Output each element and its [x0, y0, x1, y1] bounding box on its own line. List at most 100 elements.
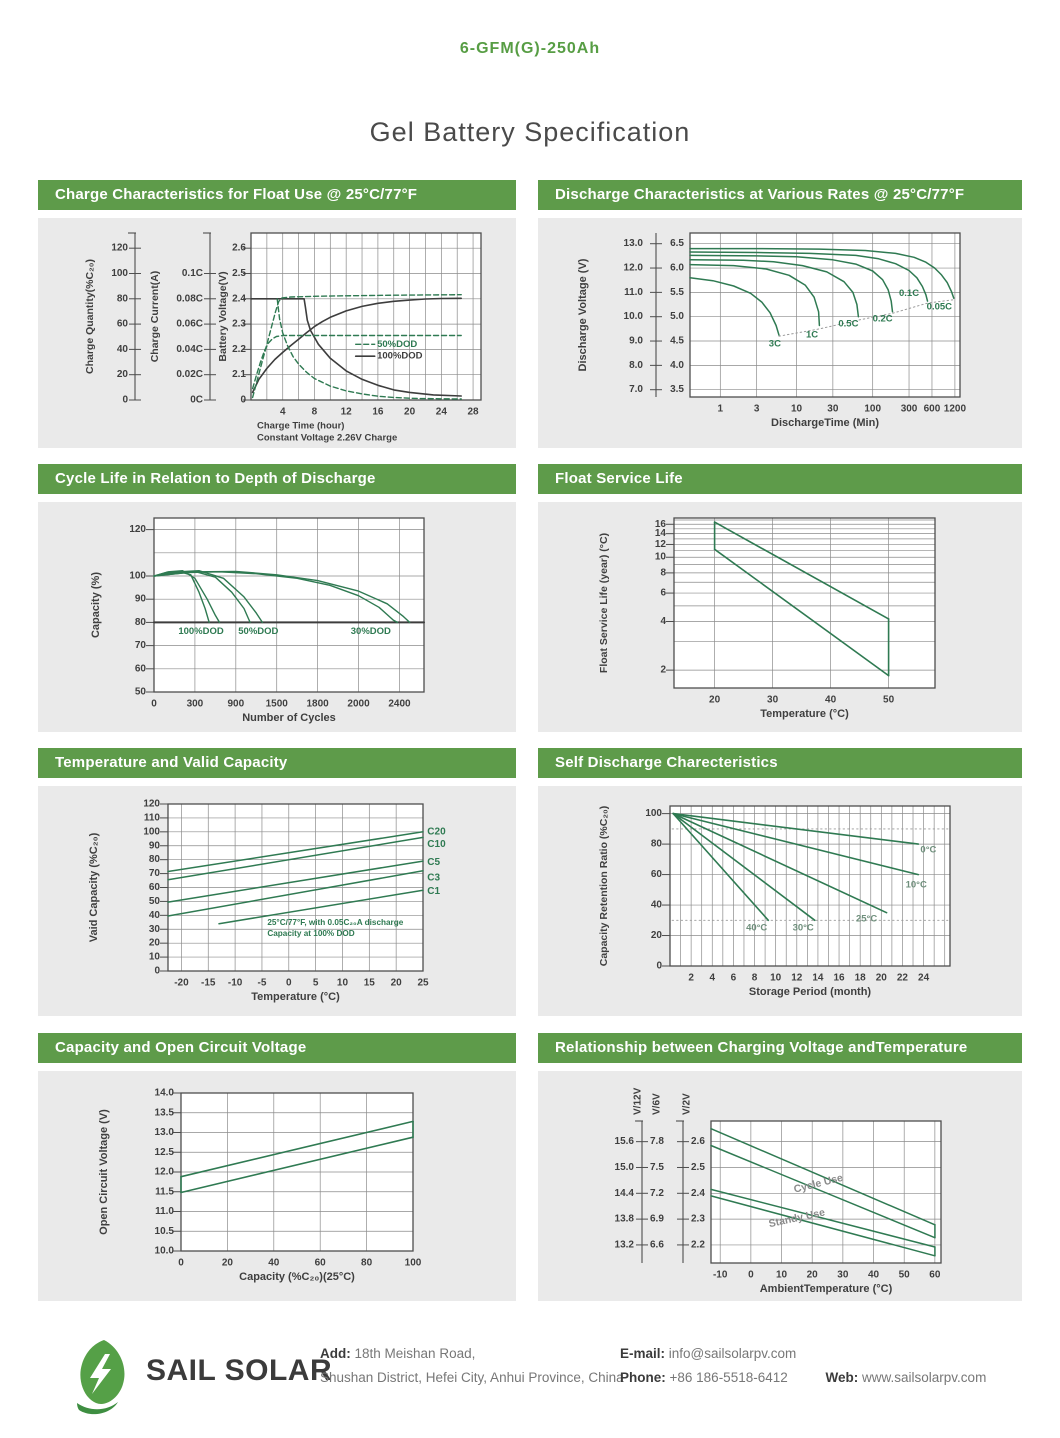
svg-text:V/2V: V/2V — [682, 1093, 693, 1115]
svg-text:6.9: 6.9 — [650, 1214, 664, 1225]
svg-text:11.5: 11.5 — [155, 1186, 174, 1197]
svg-text:0: 0 — [122, 395, 128, 406]
svg-text:12.0: 12.0 — [624, 263, 644, 274]
svg-text:Charge Current(A): Charge Current(A) — [149, 271, 161, 363]
chart-area: 120 110 100 90 80 70 60 50 40 30 20 10 0 Vaid Capacit… — [38, 786, 516, 1016]
svg-text:18: 18 — [855, 973, 867, 984]
svg-text:2000: 2000 — [347, 699, 370, 710]
svg-text:AmbientTemperature (°C): AmbientTemperature (°C) — [760, 1283, 893, 1295]
svg-text:300: 300 — [187, 699, 204, 710]
svg-text:80: 80 — [117, 293, 129, 304]
svg-text:5.5: 5.5 — [670, 287, 684, 298]
phone-value: +86 186-5518-6412 — [669, 1370, 788, 1385]
panel-charge-characteristics: Charge Characteristics for Float Use @ 2… — [38, 180, 516, 448]
svg-text:14.4: 14.4 — [615, 1188, 635, 1199]
svg-text:40: 40 — [825, 695, 837, 706]
chart-area: 16 14 12 10 8 6 4 2 Float Service Life (year) (°… — [538, 502, 1022, 732]
svg-text:12: 12 — [655, 539, 667, 550]
svg-text:80: 80 — [651, 839, 663, 850]
sail-solar-logo-icon — [77, 1340, 125, 1415]
svg-text:50%DOD: 50%DOD — [238, 626, 278, 637]
svg-text:60: 60 — [929, 1270, 941, 1281]
panel-title: Discharge Characteristics at Various Rat… — [538, 180, 1022, 210]
svg-text:120: 120 — [143, 799, 160, 810]
svg-text:10: 10 — [149, 952, 161, 963]
svg-text:16: 16 — [655, 519, 667, 530]
svg-text:40: 40 — [868, 1270, 880, 1281]
svg-text:0: 0 — [286, 978, 292, 989]
panel-temperature-capacity: Temperature and Valid Capacity 120 110 100… — [38, 748, 516, 1016]
svg-text:30°C: 30°C — [793, 922, 814, 933]
svg-text:60: 60 — [651, 869, 663, 880]
svg-text:100: 100 — [405, 1258, 422, 1269]
svg-text:1C: 1C — [806, 330, 818, 341]
svg-text:C1: C1 — [427, 886, 440, 897]
brand-name: SAIL SOLAR — [146, 1354, 333, 1387]
svg-text:-5: -5 — [257, 978, 266, 989]
svg-text:0.2C: 0.2C — [873, 314, 893, 325]
svg-text:20: 20 — [222, 1258, 234, 1269]
cycle-life-chart: 120 100 90 80 70 60 50 Capacity (%) 0 300 900 1500 1… — [90, 517, 425, 724]
svg-text:0°C: 0°C — [920, 845, 936, 856]
svg-text:300: 300 — [901, 404, 918, 415]
svg-text:7.2: 7.2 — [650, 1188, 664, 1199]
svg-text:30: 30 — [827, 404, 839, 415]
svg-text:16: 16 — [833, 973, 845, 984]
address-line1: 18th Meishan Road, — [354, 1346, 476, 1361]
svg-text:Open Circuit Voltage (V): Open Circuit Voltage (V) — [98, 1109, 110, 1235]
svg-text:80: 80 — [135, 617, 147, 628]
svg-text:10: 10 — [776, 1270, 788, 1281]
svg-text:80: 80 — [361, 1258, 373, 1269]
svg-text:C5: C5 — [427, 857, 440, 868]
svg-text:13.0: 13.0 — [624, 238, 644, 249]
svg-text:1200: 1200 — [944, 404, 967, 415]
svg-text:70: 70 — [149, 868, 161, 879]
svg-text:7.0: 7.0 — [629, 384, 643, 395]
chart-area: 13.0 12.0 11.0 10.0 9.0 8.0 7.0 Discharge Volta… — [538, 218, 1022, 448]
svg-text:8: 8 — [752, 973, 758, 984]
panel-open-circuit-voltage: Capacity and Open Circuit Voltage 14.0 13… — [38, 1033, 516, 1301]
svg-text:120: 120 — [129, 524, 146, 535]
panel-title: Charge Characteristics for Float Use @ 2… — [38, 180, 516, 210]
svg-text:6.6: 6.6 — [650, 1239, 664, 1250]
svg-text:0: 0 — [178, 1258, 184, 1269]
svg-text:15: 15 — [364, 978, 376, 989]
svg-text:13.2: 13.2 — [615, 1239, 635, 1250]
svg-text:Temperature (°C): Temperature (°C) — [251, 991, 340, 1003]
svg-text:0.08C: 0.08C — [176, 293, 203, 304]
svg-text:Capacity at 100% DOD: Capacity at 100% DOD — [267, 929, 354, 938]
svg-text:14.0: 14.0 — [155, 1088, 175, 1099]
svg-text:1: 1 — [718, 404, 724, 415]
svg-text:2400: 2400 — [388, 699, 411, 710]
svg-text:4: 4 — [660, 616, 666, 627]
svg-text:100: 100 — [129, 571, 146, 582]
svg-text:11.0: 11.0 — [624, 287, 643, 298]
footer-contact: E-mail: info@sailsolarpv.com Phone: +86 … — [620, 1342, 986, 1390]
svg-text:Number of Cycles: Number of Cycles — [242, 712, 336, 724]
svg-text:20: 20 — [876, 973, 888, 984]
svg-text:900: 900 — [227, 699, 244, 710]
svg-text:-15: -15 — [201, 978, 216, 989]
svg-text:4.5: 4.5 — [670, 336, 684, 347]
svg-text:20: 20 — [391, 978, 403, 989]
svg-text:40: 40 — [149, 910, 161, 921]
svg-text:30%DOD: 30%DOD — [351, 626, 391, 637]
svg-text:9.0: 9.0 — [629, 336, 643, 347]
svg-text:100%DOD: 100%DOD — [377, 351, 423, 362]
svg-text:6.5: 6.5 — [670, 238, 684, 249]
svg-text:2: 2 — [660, 665, 666, 676]
open-circuit-voltage-chart: 14.0 13.5 13.0 12.5 12.0 11.5 11.0 10.5 10.0 Open… — [98, 1088, 422, 1284]
svg-text:0: 0 — [151, 699, 157, 710]
svg-text:2: 2 — [688, 973, 694, 984]
svg-text:8.0: 8.0 — [629, 360, 643, 371]
svg-text:20: 20 — [709, 695, 721, 706]
svg-text:6: 6 — [731, 973, 737, 984]
svg-text:100%DOD: 100%DOD — [178, 626, 224, 637]
web-value: www.sailsolarpv.com — [862, 1370, 987, 1385]
svg-text:12: 12 — [791, 973, 803, 984]
svg-text:4.0: 4.0 — [670, 360, 684, 371]
svg-text:0.1C: 0.1C — [899, 288, 919, 299]
svg-text:2.6: 2.6 — [232, 243, 246, 254]
svg-text:10.0: 10.0 — [155, 1246, 175, 1257]
